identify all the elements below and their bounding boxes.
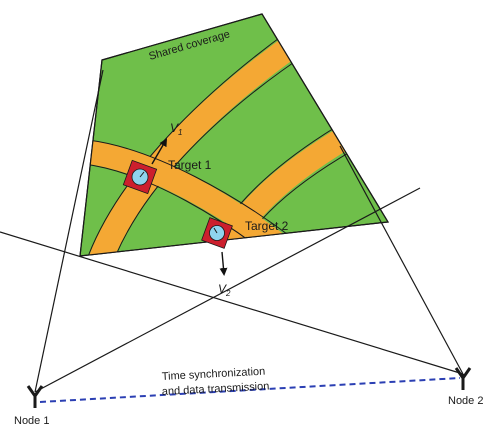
- node-1-label: Node 1: [14, 415, 49, 427]
- v2-label: V2: [218, 282, 231, 298]
- lane-a-edge-2: [109, 49, 313, 256]
- beam-line-node2-left: [0, 231, 464, 375]
- link-label-line-2: and data transmission: [162, 380, 270, 398]
- beam-line-node1-upper: [34, 69, 104, 393]
- node-2-label: Node 2: [448, 395, 483, 407]
- target-2-icon: [201, 217, 233, 249]
- target-1-icon: [122, 159, 158, 195]
- lane-c-edge-1: [87, 139, 309, 251]
- node-2-antenna-icon: [454, 367, 472, 390]
- beam-line-node1-lower: [34, 187, 421, 393]
- shared-coverage-outline: [79, 13, 390, 257]
- node-1-antenna-icon: [26, 385, 44, 408]
- v2-arrow: [219, 251, 228, 276]
- communication-link: [39, 377, 461, 403]
- target-1-label: Target 1: [168, 158, 212, 172]
- lane-a: [86, 30, 307, 256]
- link-label-line-1: Time synchronization: [162, 366, 266, 383]
- v1-arrow: [151, 138, 168, 165]
- v1-label: V1: [170, 121, 182, 137]
- target-2-label: Target 2: [245, 219, 289, 233]
- beam-line-node2-right: [339, 145, 464, 375]
